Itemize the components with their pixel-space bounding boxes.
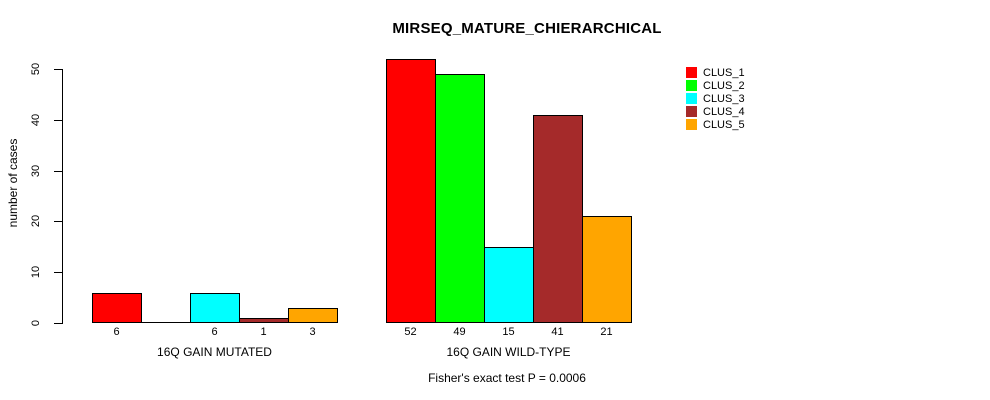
y-axis-tick-label: 20 [30, 215, 42, 228]
legend-label: CLUS_4 [703, 105, 745, 118]
bar-value-label: 6 [211, 326, 218, 338]
legend-row: CLUS_2 [686, 79, 745, 92]
bar-clus_1 [92, 293, 142, 323]
legend-label: CLUS_2 [703, 79, 745, 92]
y-axis-tick [54, 119, 62, 121]
bar-value-label: 52 [404, 326, 417, 338]
chart-title: MIRSEQ_MATURE_CHIERARCHICAL [392, 20, 662, 37]
legend-row: CLUS_1 [686, 66, 745, 79]
footer-note: Fisher's exact test P = 0.0006 [428, 371, 586, 385]
legend-label: CLUS_1 [703, 66, 745, 79]
bar-value-label: 21 [600, 326, 613, 338]
bar-value-label: 15 [502, 326, 515, 338]
legend-swatch-icon [686, 67, 697, 78]
legend-swatch-icon [686, 93, 697, 104]
group-label: 16Q GAIN WILD-TYPE [446, 345, 571, 359]
bar-clus_5 [288, 308, 338, 323]
y-axis-tick-label: 40 [30, 113, 42, 126]
bar-clus_3 [190, 293, 240, 323]
bar-value-label: 3 [309, 326, 316, 338]
bar-clus_4 [239, 318, 289, 323]
y-axis-tick [54, 272, 62, 274]
y-axis-tick [54, 69, 62, 70]
legend-swatch-icon [686, 106, 697, 117]
bar-clus_1 [386, 59, 436, 323]
bar-value-label: 6 [113, 326, 120, 338]
legend-swatch-icon [686, 80, 697, 91]
y-axis-tick [54, 221, 62, 223]
group-label: 16Q GAIN MUTATED [157, 345, 272, 359]
bar-value-label: 1 [260, 326, 267, 338]
bar-value-label: 49 [453, 326, 466, 338]
y-axis-tick-label: 0 [30, 319, 42, 327]
bar-clus_3 [484, 247, 534, 323]
bar-clus_5 [582, 216, 632, 323]
y-axis-label: number of cases [6, 138, 20, 228]
y-axis-tick-label: 10 [30, 266, 42, 279]
legend-label: CLUS_5 [703, 118, 745, 131]
y-axis-tick-label: 50 [30, 62, 42, 76]
legend-row: CLUS_4 [686, 105, 745, 118]
bar-clus_2-zero [141, 322, 191, 323]
bar-value-label: 41 [551, 326, 564, 338]
legend-label: CLUS_3 [703, 92, 745, 105]
legend-row: CLUS_3 [686, 92, 745, 105]
y-axis-line [62, 69, 63, 324]
legend: CLUS_1 CLUS_2 CLUS_3 CLUS_4 CLUS_5 [686, 66, 745, 131]
legend-swatch-icon [686, 119, 697, 130]
y-axis-tick [54, 170, 62, 172]
legend-row: CLUS_5 [686, 118, 745, 131]
y-axis-tick-label: 30 [30, 164, 42, 177]
bar-clus_4 [533, 115, 583, 323]
bar-clus_2 [435, 74, 485, 323]
y-axis-tick [54, 323, 62, 324]
